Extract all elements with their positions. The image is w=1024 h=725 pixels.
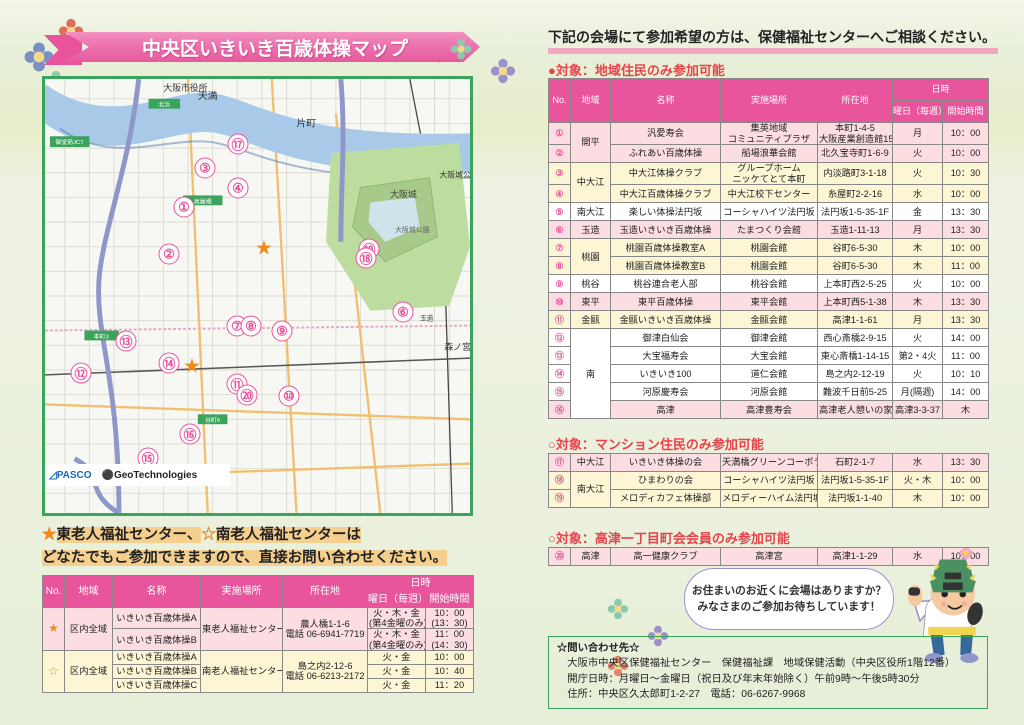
svg-text:大阪城公園駅: 大阪城公園駅: [439, 170, 470, 180]
svg-text:片町: 片町: [296, 116, 316, 129]
svg-text:大阪市役所: 大阪市役所: [163, 82, 207, 93]
svg-text:高麗橋: 高麗橋: [194, 197, 212, 205]
svg-text:谷町6: 谷町6: [205, 416, 221, 424]
svg-text:御堂筋JCT: 御堂筋JCT: [55, 138, 84, 146]
svg-text:大阪城公園: 大阪城公園: [395, 225, 430, 234]
svg-text:北浜: 北浜: [158, 101, 170, 109]
svg-text:大阪城: 大阪城: [390, 188, 417, 199]
svg-text:玉造: 玉造: [420, 314, 434, 323]
svg-text:森ノ宮駅: 森ノ宮駅: [444, 341, 470, 352]
svg-text:本町3: 本町3: [94, 332, 110, 340]
